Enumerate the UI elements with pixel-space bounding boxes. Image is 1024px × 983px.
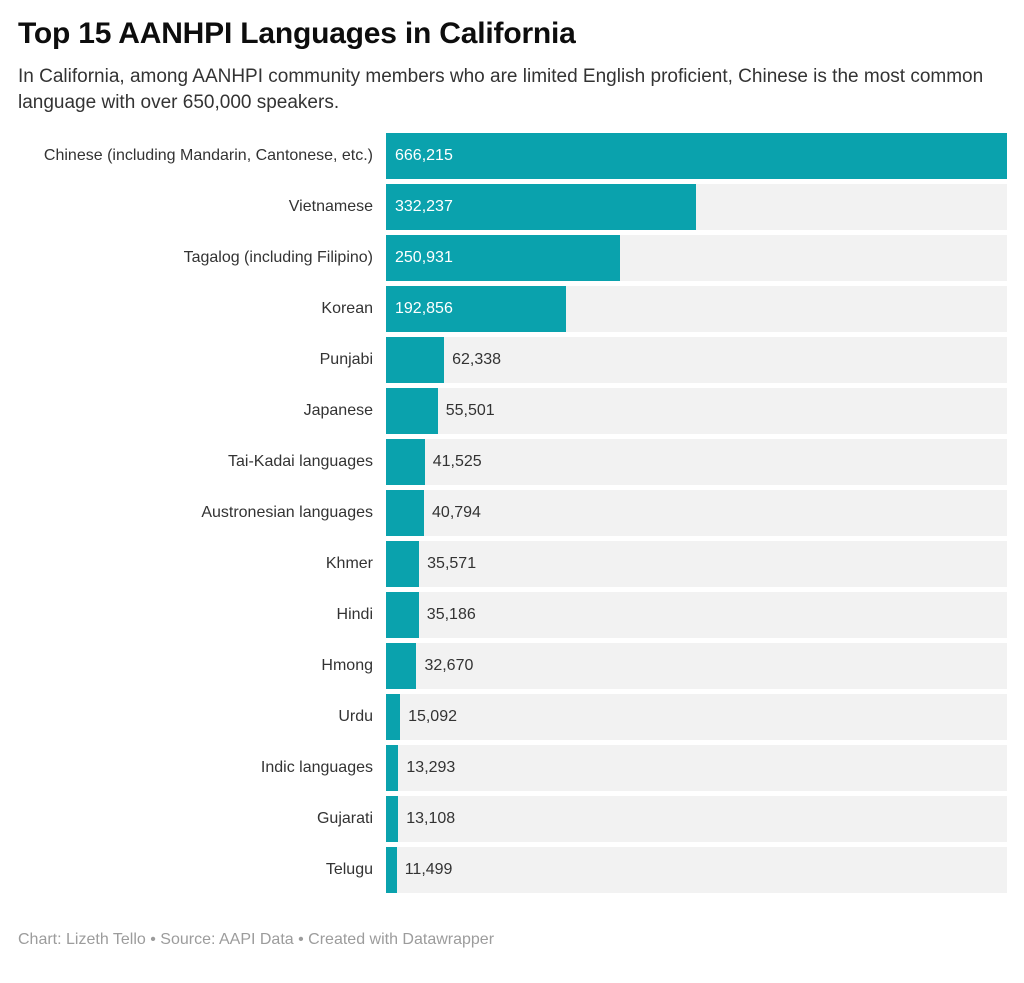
category-label: Chinese (including Mandarin, Cantonese, … <box>43 147 373 164</box>
bar <box>386 439 425 485</box>
value-label: 332,237 <box>395 198 453 215</box>
category-label: Hmong <box>321 657 373 674</box>
bar <box>386 541 420 587</box>
bar <box>386 184 696 230</box>
category-label: Korean <box>321 300 373 317</box>
value-label: 11,499 <box>404 861 453 878</box>
bar-track: 250,931 <box>386 235 1007 281</box>
bar <box>386 643 417 689</box>
chart-row: Khmer 35,571 <box>18 541 1007 587</box>
bar-track: 332,237 <box>386 184 1007 230</box>
bar-track: 666,215 <box>386 133 1007 179</box>
value-label: 35,571 <box>427 555 477 572</box>
category-label: Tai-Kadai languages <box>228 453 373 470</box>
value-label: 55,501 <box>445 402 495 419</box>
value-label: 41,525 <box>432 453 482 470</box>
chart-row: Punjabi 62,338 <box>18 337 1007 383</box>
bar <box>386 745 399 791</box>
value-label: 32,670 <box>424 657 474 674</box>
bar <box>386 337 445 383</box>
value-label: 250,931 <box>395 249 453 266</box>
bar-chart: Chinese (including Mandarin, Cantonese, … <box>18 133 1007 898</box>
bar-track: 62,338 <box>386 337 1007 383</box>
bar-track: 32,670 <box>386 643 1007 689</box>
category-label: Hindi <box>336 606 373 623</box>
chart-row: Chinese (including Mandarin, Cantonese, … <box>18 133 1007 179</box>
bar <box>386 694 401 740</box>
chart-row: Urdu 15,092 <box>18 694 1007 740</box>
value-label: 192,856 <box>395 300 453 317</box>
bar-track: 40,794 <box>386 490 1007 536</box>
bar-track: 35,571 <box>386 541 1007 587</box>
bar-track: 192,856 <box>386 286 1007 332</box>
bar-track: 11,499 <box>386 847 1007 893</box>
chart-title: Top 15 AANHPI Languages in California <box>18 17 576 50</box>
bar-track: 55,501 <box>386 388 1007 434</box>
bar <box>386 847 397 893</box>
value-label: 13,108 <box>406 810 456 827</box>
category-label: Urdu <box>338 708 373 725</box>
bar-track: 13,293 <box>386 745 1007 791</box>
value-label: 666,215 <box>395 147 453 164</box>
category-label: Khmer <box>325 555 373 572</box>
bar <box>386 286 566 332</box>
category-label: Gujarati <box>316 810 373 827</box>
category-label: Japanese <box>303 402 373 419</box>
chart-subtitle: In California, among AANHPI community me… <box>18 66 984 113</box>
category-label: Punjabi <box>319 351 373 368</box>
chart-row: Japanese 55,501 <box>18 388 1007 434</box>
chart-row: Hmong 32,670 <box>18 643 1007 689</box>
chart-row: Vietnamese 332,237 <box>18 184 1007 230</box>
value-label: 35,186 <box>426 606 476 623</box>
value-label: 15,092 <box>408 708 457 725</box>
chart-credit: Chart: Lizeth Tello • Source: AAPI Data … <box>18 931 495 948</box>
chart-row: Korean 192,856 <box>18 286 1007 332</box>
chart-row: Tagalog (including Filipino) 250,931 <box>18 235 1007 281</box>
chart-row: Telugu 11,499 <box>18 847 1007 893</box>
category-label: Indic languages <box>260 759 373 776</box>
bar-track: 13,108 <box>386 796 1007 842</box>
bar-track: 35,186 <box>386 592 1007 638</box>
chart-row: Gujarati 13,108 <box>18 796 1007 842</box>
bar <box>386 490 425 536</box>
bar <box>386 796 399 842</box>
chart-row: Hindi 35,186 <box>18 592 1007 638</box>
bar <box>386 133 1007 179</box>
category-label: Austronesian languages <box>201 504 373 521</box>
chart-row: Tai-Kadai languages 41,525 <box>18 439 1007 485</box>
chart-row: Austronesian languages 40,794 <box>18 490 1007 536</box>
bar <box>386 592 419 638</box>
category-label: Tagalog (including Filipino) <box>183 249 373 266</box>
chart-row: Indic languages 13,293 <box>18 745 1007 791</box>
category-label: Vietnamese <box>288 198 373 215</box>
value-label: 13,293 <box>406 759 456 776</box>
value-label: 62,338 <box>452 351 502 368</box>
bar <box>386 388 438 434</box>
category-label: Telugu <box>325 861 373 878</box>
bar <box>386 235 620 281</box>
bar-track: 41,525 <box>386 439 1007 485</box>
bar-track: 15,092 <box>386 694 1007 740</box>
value-label: 40,794 <box>432 504 481 521</box>
